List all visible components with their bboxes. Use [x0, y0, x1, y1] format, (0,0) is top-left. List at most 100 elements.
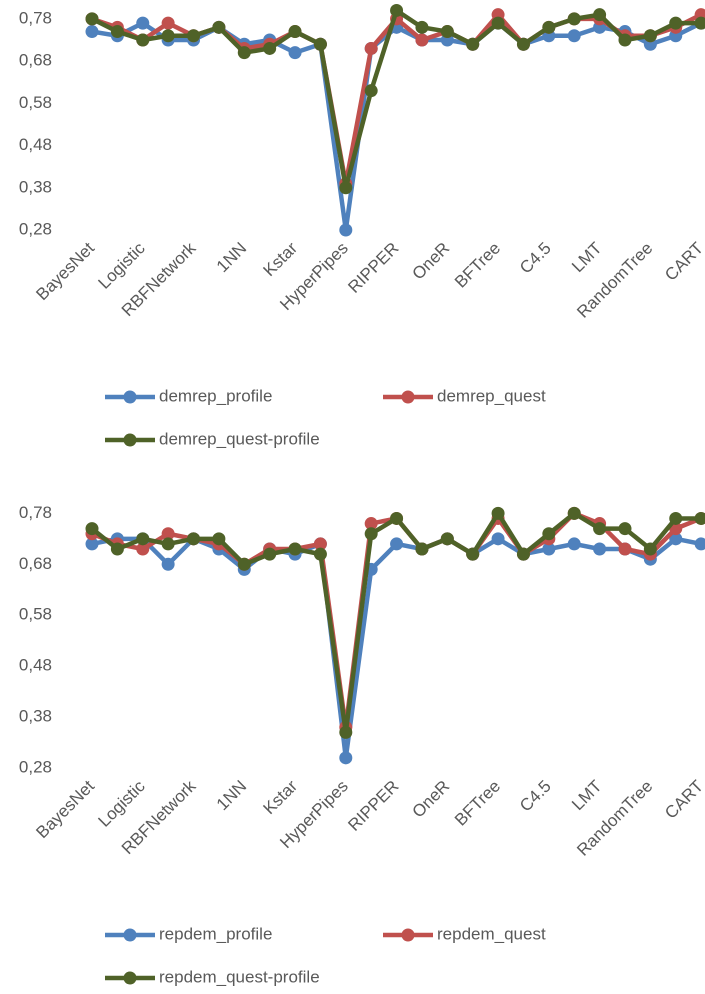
series-line [91, 20, 703, 233]
data-point [567, 506, 581, 520]
x-tick-label: RIPPER [344, 239, 402, 297]
data-point [187, 532, 201, 546]
data-point [85, 522, 99, 536]
data-point [618, 542, 632, 556]
data-point [466, 37, 480, 51]
x-tick-label: BFTree [451, 239, 504, 292]
data-point [161, 527, 175, 541]
data-point [593, 8, 607, 22]
x-tick-label: Kstar [260, 776, 302, 818]
data-point [440, 25, 454, 39]
y-tick-label: 0,48 [19, 135, 52, 154]
legend-label: demrep_quest [437, 386, 546, 405]
y-tick-label: 0,78 [19, 8, 52, 27]
data-point [466, 547, 480, 561]
x-tick-label: C4.5 [516, 239, 555, 278]
data-point [491, 16, 505, 30]
data-point [161, 537, 175, 551]
x-tick-label: OneR [408, 777, 453, 822]
data-point [669, 532, 683, 546]
data-point [136, 16, 150, 30]
data-point [110, 25, 124, 39]
data-point [516, 37, 530, 51]
data-point [263, 41, 277, 55]
data-point [364, 527, 378, 541]
x-tick-label: Kstar [260, 238, 302, 280]
data-point [212, 532, 226, 546]
legend-label: repdem_quest-profile [159, 967, 320, 986]
legend-marker [123, 928, 137, 942]
y-tick-label: 0,28 [19, 219, 52, 238]
data-point [415, 20, 429, 34]
data-point [618, 522, 632, 536]
data-point [643, 542, 657, 556]
legend-marker [123, 971, 137, 985]
x-tick-label: BFTree [451, 777, 504, 830]
y-tick-label: 0,38 [19, 177, 52, 196]
data-point [339, 181, 353, 195]
data-point [313, 37, 327, 51]
data-point [491, 532, 505, 546]
data-point [313, 537, 327, 551]
data-point [136, 532, 150, 546]
data-point [187, 29, 201, 43]
y-tick-label: 0,48 [19, 656, 52, 675]
data-point [136, 33, 150, 47]
x-tick-label: BayesNet [32, 776, 98, 842]
legend-label: repdem_quest [437, 924, 546, 943]
data-point [85, 12, 99, 26]
data-point [390, 537, 404, 551]
y-tick-label: 0,38 [19, 707, 52, 726]
y-tick-label: 0,78 [19, 503, 52, 522]
data-point [542, 20, 556, 34]
data-point [263, 547, 277, 561]
data-point [542, 542, 556, 556]
data-point [212, 20, 226, 34]
legend-marker [123, 390, 137, 404]
data-point [390, 3, 404, 17]
data-point [567, 29, 581, 43]
data-point [339, 751, 353, 765]
data-point [694, 537, 705, 551]
x-tick-label: 1NN [213, 239, 250, 276]
data-point [440, 532, 454, 546]
x-tick-label: C4.5 [516, 777, 555, 816]
x-tick-label: CART [661, 239, 705, 285]
series-line [90, 8, 702, 191]
data-point [567, 537, 581, 551]
data-point [237, 46, 251, 60]
data-point [694, 16, 705, 30]
y-tick-label: 0,68 [19, 554, 52, 573]
data-point [364, 84, 378, 98]
data-point [516, 547, 530, 561]
data-point [390, 511, 404, 525]
data-point [669, 511, 683, 525]
legend-label: repdem_profile [159, 924, 272, 943]
series-line [91, 536, 702, 761]
legend-marker [123, 433, 137, 447]
data-point [85, 25, 99, 39]
data-point [339, 223, 353, 237]
data-point [643, 29, 657, 43]
x-tick-label: OneR [408, 239, 453, 284]
legend-marker [401, 390, 415, 404]
data-point [161, 29, 175, 43]
data-point [288, 46, 302, 60]
y-tick-label: 0,68 [19, 51, 52, 70]
x-tick-label: LMT [568, 777, 605, 814]
data-point [136, 542, 150, 556]
data-point [339, 725, 353, 739]
data-point [491, 506, 505, 520]
data-point [542, 527, 556, 541]
y-tick-label: 0,58 [19, 93, 52, 112]
data-point [593, 542, 607, 556]
data-point [364, 517, 378, 531]
legend-label: demrep_profile [159, 386, 272, 405]
x-tick-label: CART [661, 777, 705, 823]
x-tick-label: BayesNet [32, 238, 98, 304]
data-point [288, 25, 302, 39]
data-point [85, 537, 99, 551]
data-point [694, 511, 705, 525]
data-point [161, 16, 175, 30]
